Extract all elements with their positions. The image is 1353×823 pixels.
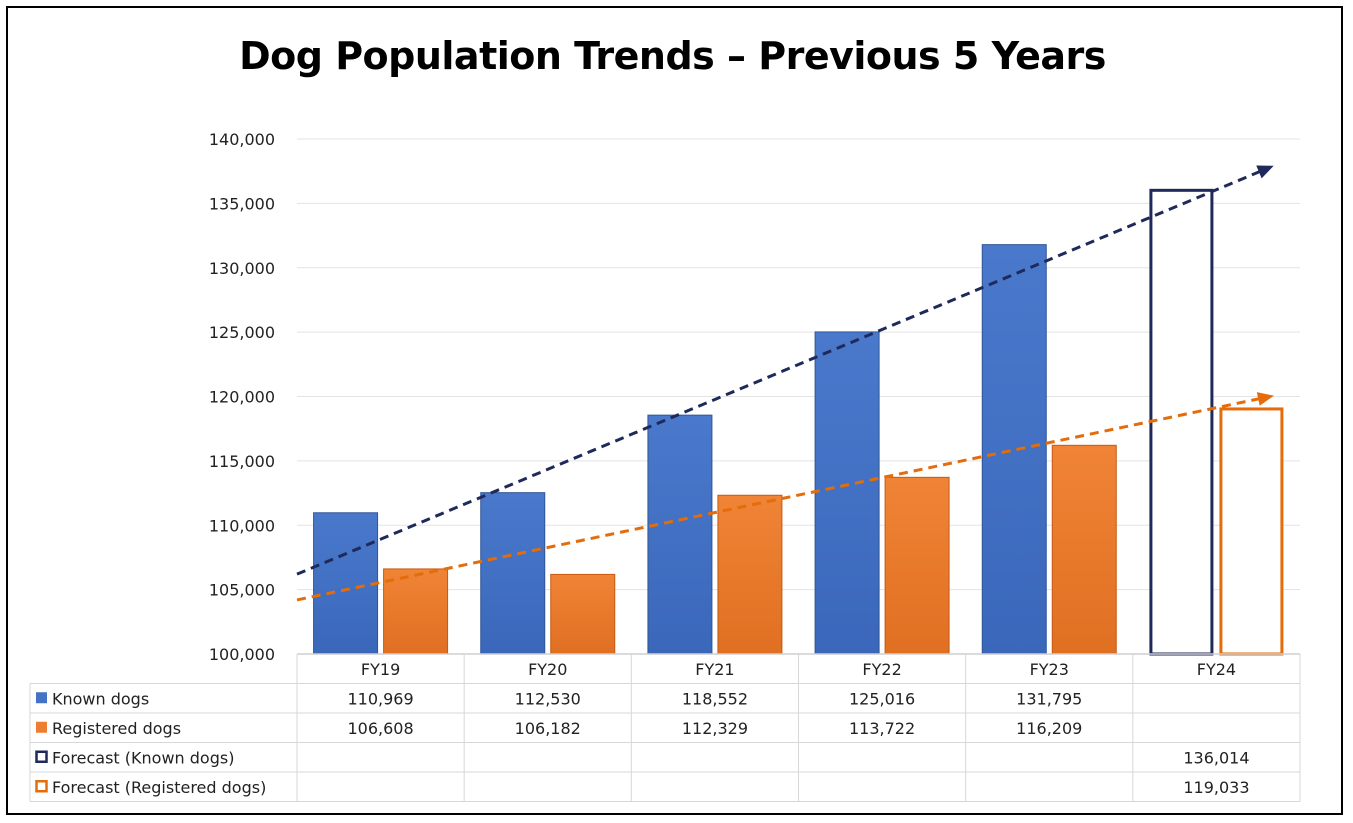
data-label: 119,033	[1183, 778, 1249, 797]
data-label: 118,552	[682, 689, 748, 708]
bar-registered-dogs	[550, 573, 616, 655]
data-label: 116,209	[1016, 719, 1082, 738]
data-label: 112,530	[515, 689, 581, 708]
legend-label: Forecast (Known dogs)	[52, 748, 234, 767]
legend-label: Registered dogs	[52, 719, 181, 738]
bar-known-dogs	[814, 331, 880, 655]
data-label: 136,014	[1183, 748, 1249, 767]
legend-key-registered-dogs	[36, 721, 47, 733]
bar-registered-dogs	[1051, 444, 1117, 655]
y-tick-label: 105,000	[209, 581, 275, 600]
x-tick-label: FY19	[361, 660, 400, 679]
y-tick-label: 110,000	[209, 516, 275, 535]
data-label: 110,969	[347, 689, 413, 708]
data-label: 131,795	[1016, 689, 1082, 708]
bar-forecast-registered-dogs	[1219, 407, 1284, 656]
bar-known-dogs	[647, 414, 713, 655]
bar-known-dogs	[981, 244, 1047, 655]
legend-key-known-dogs	[36, 692, 47, 704]
y-tick-label: 140,000	[209, 130, 275, 149]
data-label: 106,608	[347, 719, 413, 738]
x-tick-label: FY24	[1197, 660, 1236, 679]
chart-title: Dog Population Trends – Previous 5 Years	[239, 34, 1106, 78]
legend-key-forecast	[35, 780, 48, 793]
trendline-arrowhead	[1256, 392, 1274, 406]
x-tick-label: FY23	[1030, 660, 1069, 679]
y-tick-label: 115,000	[209, 452, 275, 471]
trendline-registered-dogs	[296, 395, 1271, 602]
x-tick-label: FY21	[695, 660, 734, 679]
x-tick-label: FY20	[528, 660, 567, 679]
bar-known-dogs	[313, 512, 379, 655]
data-label: 106,182	[515, 719, 581, 738]
bar-registered-dogs	[884, 476, 950, 655]
legend-label: Forecast (Registered dogs)	[52, 778, 266, 797]
y-tick-label: 100,000	[209, 645, 275, 664]
data-label: 112,329	[682, 719, 748, 738]
legend-key-forecast	[35, 750, 48, 763]
trendline-known-dogs	[296, 165, 1271, 576]
x-tick-label: FY22	[862, 660, 901, 679]
bar-registered-dogs	[717, 494, 783, 655]
legend-label: Known dogs	[52, 689, 149, 708]
bar-known-dogs	[480, 492, 546, 655]
y-tick-label: 135,000	[209, 194, 275, 213]
bar-forecast-known-dogs	[1149, 188, 1214, 656]
chart-frame	[6, 6, 1343, 815]
bar-registered-dogs	[383, 568, 449, 655]
y-tick-label: 130,000	[209, 259, 275, 278]
data-label: 125,016	[849, 689, 915, 708]
y-tick-label: 125,000	[209, 323, 275, 342]
data-label: 113,722	[849, 719, 915, 738]
trendline-arrowhead	[1256, 165, 1274, 179]
y-tick-label: 120,000	[209, 388, 275, 407]
